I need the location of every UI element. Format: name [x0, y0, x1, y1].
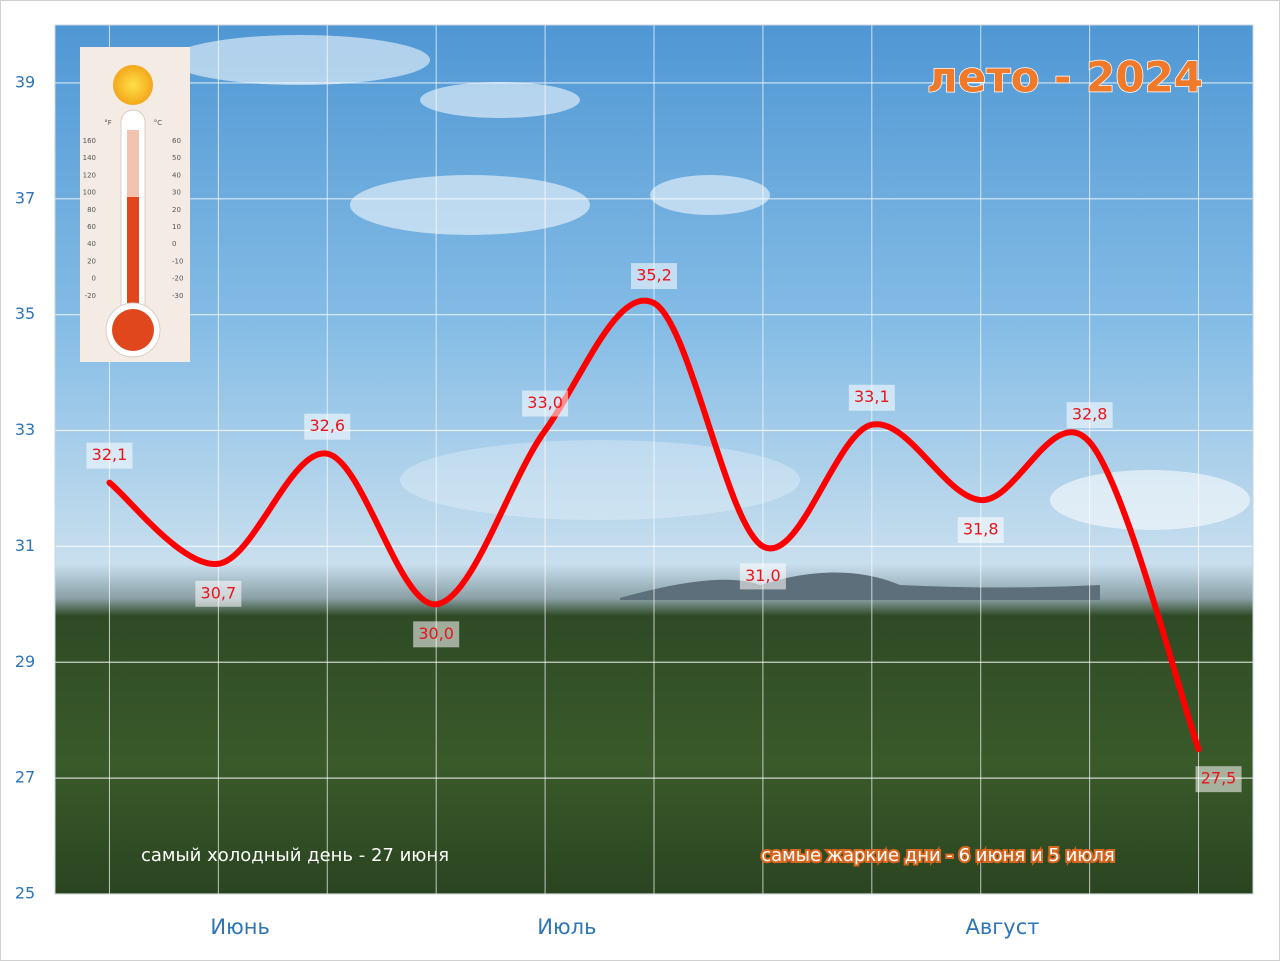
line-series: [106, 297, 1202, 753]
clouds: [170, 35, 1250, 530]
value-label: 30,0: [418, 624, 454, 643]
month-label: Июль: [537, 915, 596, 939]
plot-border: [54, 24, 1254, 895]
thermometer-f-tick: 140: [83, 154, 96, 162]
value-label-box: [848, 384, 895, 411]
thermometer-c-tick: 50: [172, 154, 181, 162]
value-label-box: [1195, 766, 1242, 793]
value-label: 32,6: [309, 416, 345, 435]
thermometer-c-tick: 0: [172, 240, 176, 248]
value-label-box: [195, 580, 242, 607]
sun-icon: [113, 65, 153, 105]
thermometer-mercury: [127, 197, 139, 317]
value-label-box: [413, 621, 460, 648]
y-tick-label: 29: [15, 652, 35, 671]
value-label: 35,2: [636, 266, 672, 285]
value-label-box: [522, 390, 569, 417]
value-label-box: [1066, 402, 1113, 429]
value-label: 31,8: [963, 520, 999, 539]
value-label: 32,8: [1072, 405, 1108, 424]
y-tick-label: 39: [15, 72, 35, 91]
value-label-box: [86, 442, 133, 469]
thermometer-c-tick: 10: [172, 223, 181, 231]
thermometer-c-tick: 60: [172, 137, 181, 145]
thermometer-c-tick: -30: [172, 292, 183, 300]
value-label: 30,7: [201, 583, 237, 602]
value-label: 27,5: [1201, 769, 1237, 788]
y-tick-label: 25: [15, 884, 35, 903]
thermometer-f-tick: 160: [83, 137, 96, 145]
thermometer-f-tick: 40: [87, 240, 96, 248]
thermometer-c-tick: 40: [172, 171, 181, 179]
thermometer-f-label: °F: [104, 119, 112, 127]
y-tick-label: 31: [15, 536, 35, 555]
annotation: самый холодный день - 27 июня: [141, 845, 449, 866]
thermometer-c-tick: -20: [172, 275, 183, 283]
value-label: 33,0: [527, 393, 563, 412]
value-label-box: [304, 413, 351, 440]
y-tick-label: 35: [15, 304, 35, 323]
y-tick-label: 27: [15, 768, 35, 787]
y-tick-label: 33: [15, 420, 35, 439]
annotation: самые жаркие дни - 6 июня и 5 июля: [761, 845, 1115, 866]
thermometer-empty: [127, 130, 139, 197]
month-label: Июнь: [210, 915, 270, 939]
value-label-box: [957, 517, 1004, 544]
value-label-box: [739, 563, 786, 590]
thermometer-f-tick: 100: [83, 189, 96, 197]
value-label: 31,0: [745, 566, 781, 585]
thermometer-f-tick: 60: [87, 223, 96, 231]
thermometer-c-tick: -10: [172, 257, 183, 265]
thermometer-f-tick: 80: [87, 206, 96, 214]
value-label-box: [631, 263, 677, 290]
y-tick-label: 37: [15, 188, 35, 207]
value-label: 33,1: [854, 387, 890, 406]
value-label: 32,1: [92, 445, 128, 464]
thermometer-f-tick: -20: [85, 292, 96, 300]
thermometer-c-tick: 20: [172, 206, 181, 214]
chart-title: лето - 2024: [927, 53, 1203, 102]
thermometer-c-label: °C: [154, 119, 163, 127]
thermometer-f-tick: 20: [87, 257, 96, 265]
thermometer-f-tick: 120: [83, 171, 96, 179]
thermometer-bulb: [112, 309, 154, 351]
thermometer-c-tick: 30: [172, 189, 181, 197]
hills: [620, 572, 1100, 600]
thermometer-f-tick: 0: [92, 275, 96, 283]
thermometer: °F °C 160140120100806040200-206050403020…: [80, 47, 190, 362]
month-label: Август: [966, 915, 1040, 939]
